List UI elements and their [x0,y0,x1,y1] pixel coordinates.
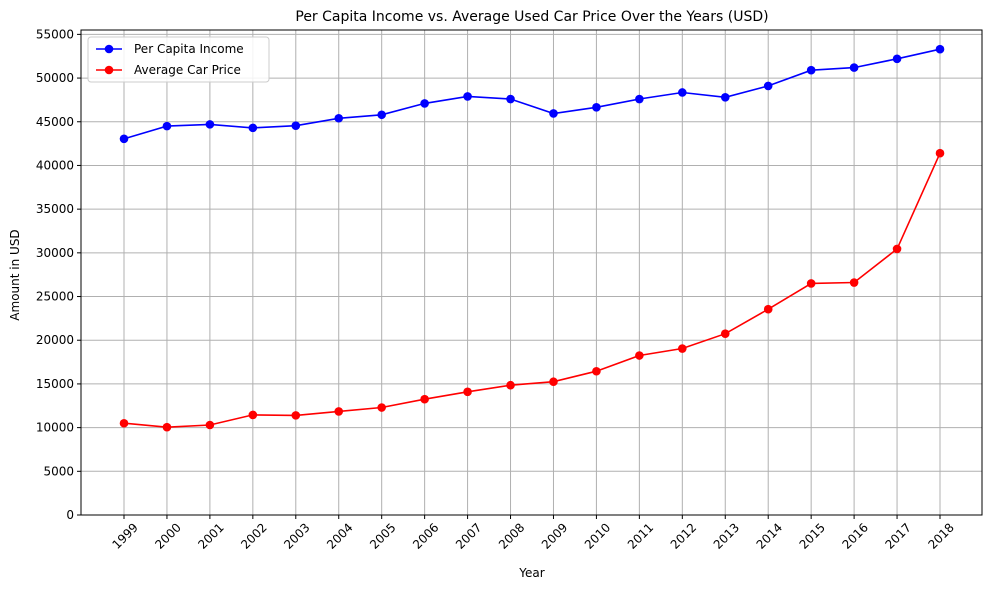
data-point [506,380,515,390]
chart-title: Per Capita Income vs. Average Used Car P… [295,9,768,25]
y-axis-title: Amount in USD [8,229,22,320]
data-point [377,403,386,412]
data-point [806,279,816,288]
y-tick-label: 35000 [36,202,74,216]
legend-marker-1 [104,65,114,75]
y-tick-label: 20000 [36,333,74,347]
data-point [720,92,730,102]
data-point [205,420,215,430]
plot-frame [80,29,983,516]
data-point [334,407,344,416]
series-layer [119,44,945,432]
data-point [678,88,687,97]
data-point [377,110,386,120]
data-point [291,411,301,420]
y-tick-label: 55000 [36,27,74,41]
data-point [849,278,859,287]
y-tick-label: 50000 [36,71,74,85]
data-point [763,304,773,314]
data-point [635,351,644,360]
data-point [291,121,301,130]
data-point [635,94,644,104]
data-point [119,134,129,144]
legend-box [87,36,270,83]
data-point [248,123,258,133]
data-point [935,44,945,54]
data-point [806,65,816,75]
y-tick-label: 5000 [43,464,74,478]
data-point [892,244,902,254]
data-point [549,109,558,118]
y-tick-label: 10000 [36,421,74,435]
data-point [892,54,902,64]
data-point [463,92,472,101]
series-line-0 [123,48,941,140]
data-point [248,410,258,420]
data-point [763,81,773,91]
y-tick-label: 45000 [36,115,74,129]
y-tick-label: 30000 [36,246,74,260]
data-point [119,418,129,428]
legend-marker-0 [104,44,114,54]
data-point [463,387,472,397]
series-line-1 [123,152,941,429]
legend-label-1: Average Car Price [134,63,241,77]
data-point [592,366,601,376]
data-point [549,377,558,387]
data-point [420,99,429,108]
y-tick-label: 25000 [36,290,74,304]
y-tick-label: 0 [66,508,74,522]
legend: Per Capita Income Average Car Price [87,36,270,83]
data-point [334,113,344,123]
data-point [678,344,687,353]
data-point [162,121,172,131]
data-point [205,120,215,129]
data-point [720,329,730,338]
data-point [162,422,172,432]
legend-label-0: Per Capita Income [134,42,244,56]
x-axis-title: Year [518,566,544,580]
y-tick-label: 15000 [36,377,74,391]
data-point [935,148,945,158]
data-point [592,103,601,112]
data-point [849,63,859,72]
data-point [420,394,429,404]
y-tick-label: 40000 [36,158,74,172]
data-point [506,94,515,104]
